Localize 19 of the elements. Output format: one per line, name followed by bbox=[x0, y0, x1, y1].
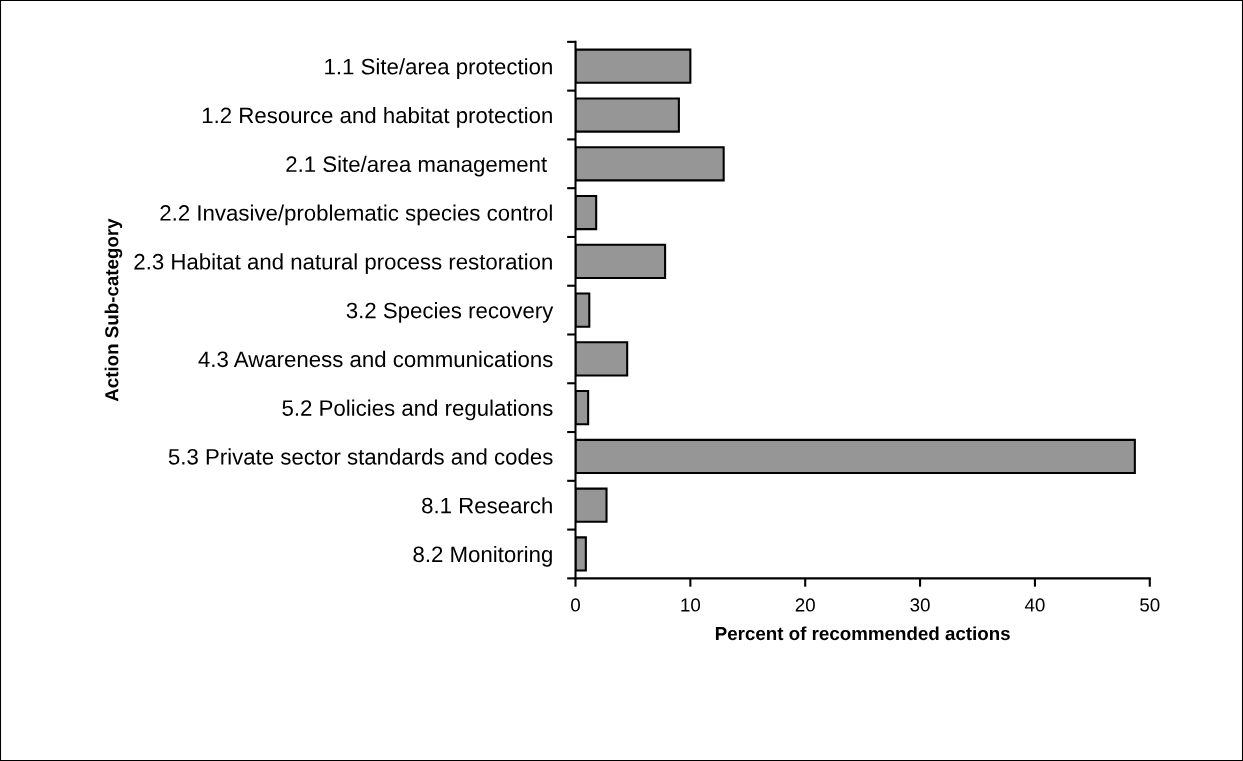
y-tick-label: 8.1 Research bbox=[422, 497, 552, 514]
x-tick-label: 40 bbox=[1024, 598, 1045, 612]
x-tick-label: 10 bbox=[681, 598, 701, 612]
y-tick-label: 2.1 Site/area management bbox=[286, 155, 547, 177]
y-tick-label: 4.3 Awareness and communications bbox=[198, 350, 553, 368]
x-tick-label: 30 bbox=[910, 598, 930, 612]
y-tick-label: 1.1 Site/area protection bbox=[325, 58, 552, 79]
x-tick-label: 20 bbox=[795, 598, 815, 612]
y-tick-label: 3.2 Species recovery bbox=[346, 302, 554, 323]
y-axis-title: Action Sub-category bbox=[104, 218, 123, 402]
y-tick-label: 1.2 Resource and habitat protection bbox=[202, 106, 552, 128]
x-tick-label: 0 bbox=[571, 598, 580, 612]
y-tick-label: 2.3 Habitat and natural process restoration bbox=[134, 253, 552, 274]
y-tick-label: 8.2 Monitoring bbox=[413, 545, 552, 567]
y-tick-label: 2.2 Invasive/problematic species control bbox=[160, 204, 552, 226]
y-tick-label: 5.2 Policies and regulations bbox=[282, 399, 553, 421]
x-axis-title: Percent of recommended actions bbox=[715, 626, 1010, 641]
x-tick-label: 50 bbox=[1140, 598, 1160, 612]
y-tick-label: 5.3 Private sector standards and codes bbox=[168, 448, 553, 465]
